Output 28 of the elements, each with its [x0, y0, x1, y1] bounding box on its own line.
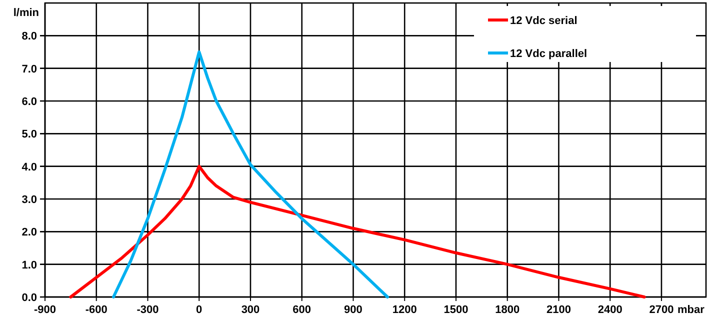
x-tick-label: 0 [196, 304, 202, 316]
y-tick-label: 1.0 [22, 259, 37, 272]
y-tick-label: 3.0 [22, 194, 37, 206]
y-tick-label: 6.0 [22, 96, 37, 108]
x-tick-label: 1500 [444, 304, 468, 316]
x-tick-label: 2700 [649, 304, 674, 316]
y-axis-title: l/min [13, 7, 40, 19]
line-series [69, 164, 646, 298]
x-tick-label: 600 [292, 304, 312, 316]
x-tick-label: 300 [241, 304, 260, 316]
y-tick-label: 0.0 [22, 292, 37, 304]
x-tick-label: -300 [136, 304, 159, 316]
x-tick-label: -900 [34, 304, 56, 316]
y-tick-label: 5.0 [22, 128, 37, 141]
legend-label: 12 Vdc parallel [510, 48, 588, 60]
x-tick-label: 2100 [546, 304, 571, 316]
x-tick-label: -600 [85, 304, 108, 316]
x-tick-label: 2400 [598, 304, 622, 316]
x-tick-label: 900 [344, 304, 362, 316]
y-tick-label: 2.0 [22, 226, 37, 239]
x-tick-label: 1800 [495, 304, 520, 316]
y-tick-label: 4.0 [22, 161, 37, 174]
legend-label: 12 Vdc serial [510, 15, 578, 27]
x-tick-label: 1200 [392, 304, 417, 316]
y-tick-label: 8.0 [22, 30, 37, 43]
x-axis-title: mbar [677, 304, 706, 316]
line-series [112, 50, 389, 298]
y-tick-label: 7.0 [22, 63, 37, 76]
